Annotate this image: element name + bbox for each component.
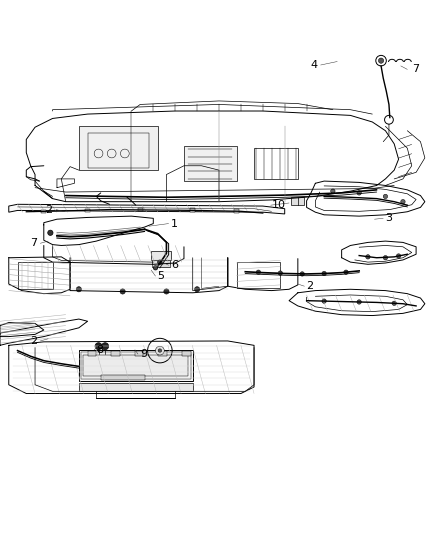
Bar: [18, 262, 53, 289]
Circle shape: [95, 343, 102, 350]
Bar: [151, 251, 171, 260]
Bar: [79, 383, 193, 391]
Circle shape: [120, 289, 125, 294]
Circle shape: [396, 254, 401, 258]
Circle shape: [102, 343, 109, 350]
Circle shape: [48, 230, 53, 236]
Circle shape: [158, 349, 162, 352]
Bar: [85, 209, 90, 212]
Bar: [88, 133, 149, 168]
Circle shape: [401, 199, 405, 204]
Circle shape: [383, 194, 388, 199]
Text: 3: 3: [385, 213, 392, 223]
Text: 2: 2: [46, 205, 53, 215]
Text: 7: 7: [30, 238, 37, 248]
Text: 5: 5: [158, 271, 165, 281]
Circle shape: [322, 299, 326, 303]
Circle shape: [344, 270, 348, 274]
Text: 8: 8: [96, 345, 103, 355]
Circle shape: [256, 270, 261, 274]
Bar: [79, 126, 158, 170]
Bar: [138, 208, 143, 211]
Polygon shape: [9, 204, 285, 214]
Bar: [237, 262, 280, 288]
Bar: [190, 208, 195, 212]
Bar: [291, 197, 304, 205]
Circle shape: [331, 189, 335, 193]
Text: 6: 6: [171, 260, 178, 270]
Bar: [111, 351, 120, 356]
Circle shape: [158, 260, 162, 264]
Circle shape: [357, 191, 361, 195]
Text: 1: 1: [171, 219, 178, 229]
Circle shape: [383, 255, 388, 260]
Circle shape: [194, 287, 200, 292]
Circle shape: [76, 287, 81, 292]
Bar: [254, 148, 298, 179]
Bar: [41, 209, 46, 213]
Bar: [135, 351, 144, 356]
Bar: [234, 209, 239, 213]
Bar: [184, 146, 237, 181]
Bar: [101, 375, 145, 381]
Bar: [81, 352, 191, 379]
Text: 2: 2: [30, 336, 37, 346]
Bar: [88, 351, 96, 356]
Circle shape: [153, 265, 158, 270]
Circle shape: [155, 346, 164, 355]
Text: 2: 2: [307, 281, 314, 291]
Text: 4: 4: [311, 60, 318, 70]
Bar: [83, 355, 188, 376]
Text: 9: 9: [140, 349, 147, 359]
Circle shape: [300, 272, 304, 276]
Bar: [158, 351, 167, 356]
Circle shape: [164, 289, 169, 294]
Circle shape: [392, 301, 396, 305]
Text: 10: 10: [272, 200, 286, 210]
Bar: [182, 351, 191, 356]
Bar: [152, 260, 170, 266]
Text: 7: 7: [412, 64, 419, 75]
Circle shape: [378, 58, 384, 63]
Circle shape: [322, 271, 326, 276]
Bar: [79, 350, 193, 381]
Circle shape: [357, 300, 361, 304]
Circle shape: [366, 255, 370, 259]
Circle shape: [278, 271, 283, 275]
